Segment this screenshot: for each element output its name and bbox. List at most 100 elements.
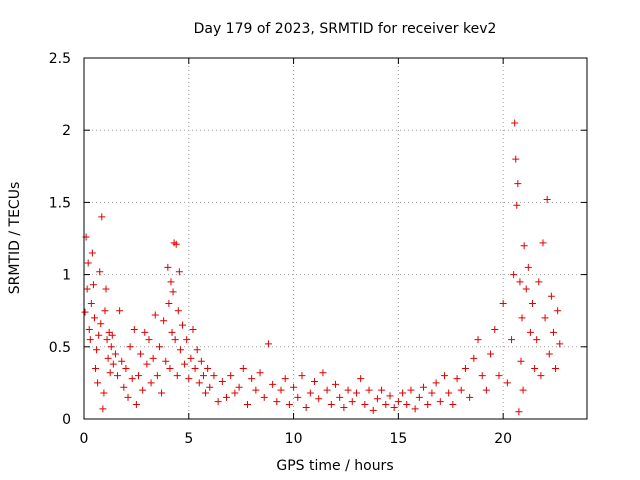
data-point — [166, 364, 174, 372]
data-point — [457, 386, 465, 394]
data-point — [264, 340, 272, 348]
data-point — [535, 278, 543, 286]
data-point — [126, 343, 134, 351]
data-point — [175, 268, 183, 276]
x-tick-label: 5 — [184, 431, 193, 447]
data-point — [445, 389, 453, 397]
data-point — [340, 403, 348, 411]
data-point — [118, 357, 126, 365]
data-point — [508, 336, 516, 344]
data-point — [386, 392, 394, 400]
data-point — [407, 386, 415, 394]
data-point — [520, 242, 528, 250]
data-point — [160, 317, 168, 325]
data-point — [106, 369, 114, 377]
data-point — [179, 321, 187, 329]
data-point — [108, 331, 116, 339]
data-point — [256, 369, 264, 377]
data-point — [319, 369, 327, 377]
data-point — [94, 379, 102, 387]
data-point — [539, 239, 547, 247]
data-point — [102, 285, 110, 293]
x-tick-label: 20 — [494, 431, 512, 447]
data-point — [487, 350, 495, 358]
data-point — [116, 307, 124, 315]
data-point — [306, 389, 314, 397]
data-point — [132, 401, 140, 409]
data-point — [168, 328, 176, 336]
y-tick-label: 2 — [62, 123, 71, 139]
data-point — [104, 354, 112, 362]
data-point — [105, 328, 113, 336]
data-point — [285, 401, 293, 409]
plot-frame — [83, 57, 588, 420]
data-point — [552, 364, 560, 372]
data-point — [260, 393, 268, 401]
data-point — [336, 393, 344, 401]
data-point — [153, 372, 161, 380]
data-point — [248, 375, 256, 383]
y-tick-label: 0.5 — [49, 340, 71, 356]
data-point — [541, 314, 549, 322]
data-point — [103, 336, 111, 344]
data-point — [124, 393, 132, 401]
data-point — [145, 336, 153, 344]
data-point — [143, 360, 151, 368]
data-point — [403, 401, 411, 409]
data-point — [193, 346, 201, 354]
data-point — [357, 375, 365, 383]
axis-ticks: 0 0.5 1 1.5 2 2.5 0 5 10 15 20 — [49, 51, 587, 447]
data-point — [382, 401, 390, 409]
data-point — [202, 389, 210, 397]
data-point — [122, 364, 130, 372]
y-tick-label: 0 — [62, 412, 71, 428]
data-point — [415, 393, 423, 401]
data-point — [235, 383, 243, 391]
data-point — [141, 328, 149, 336]
x-tick-label: 15 — [389, 431, 407, 447]
data-point — [365, 386, 373, 394]
data-point — [149, 354, 157, 362]
data-point — [273, 398, 281, 406]
data-point — [302, 403, 310, 411]
data-point — [519, 386, 527, 394]
data-point — [440, 372, 448, 380]
data-point — [101, 307, 109, 315]
data-point — [269, 380, 277, 388]
data-point — [524, 263, 532, 271]
data-point — [191, 364, 199, 372]
data-point — [549, 328, 557, 336]
data-point — [84, 259, 92, 267]
data-point — [137, 350, 145, 358]
data-point — [185, 375, 193, 383]
data-point — [171, 336, 179, 344]
data-point — [109, 360, 117, 368]
data-point — [139, 386, 147, 394]
data-point — [428, 389, 436, 397]
data-point — [174, 307, 182, 315]
data-point — [424, 401, 432, 409]
data-point — [134, 372, 142, 380]
data-point — [352, 389, 360, 397]
data-point — [361, 401, 369, 409]
data-point — [556, 340, 564, 348]
data-point — [243, 401, 251, 409]
data-point — [111, 350, 119, 358]
data-point — [239, 364, 247, 372]
data-point — [173, 372, 181, 380]
data-point — [99, 405, 107, 413]
data-point — [83, 285, 91, 293]
data-point — [183, 336, 191, 344]
data-point — [89, 281, 97, 289]
data-point — [315, 395, 323, 403]
data-point — [107, 343, 115, 351]
data-point — [96, 268, 104, 276]
data-point — [491, 325, 499, 333]
data-point — [128, 375, 136, 383]
data-point — [510, 271, 518, 279]
data-point — [162, 357, 170, 365]
y-tick-label: 2.5 — [49, 51, 71, 67]
y-tick-label: 1.5 — [49, 195, 71, 211]
data-point — [369, 406, 377, 414]
data-point — [522, 285, 530, 293]
